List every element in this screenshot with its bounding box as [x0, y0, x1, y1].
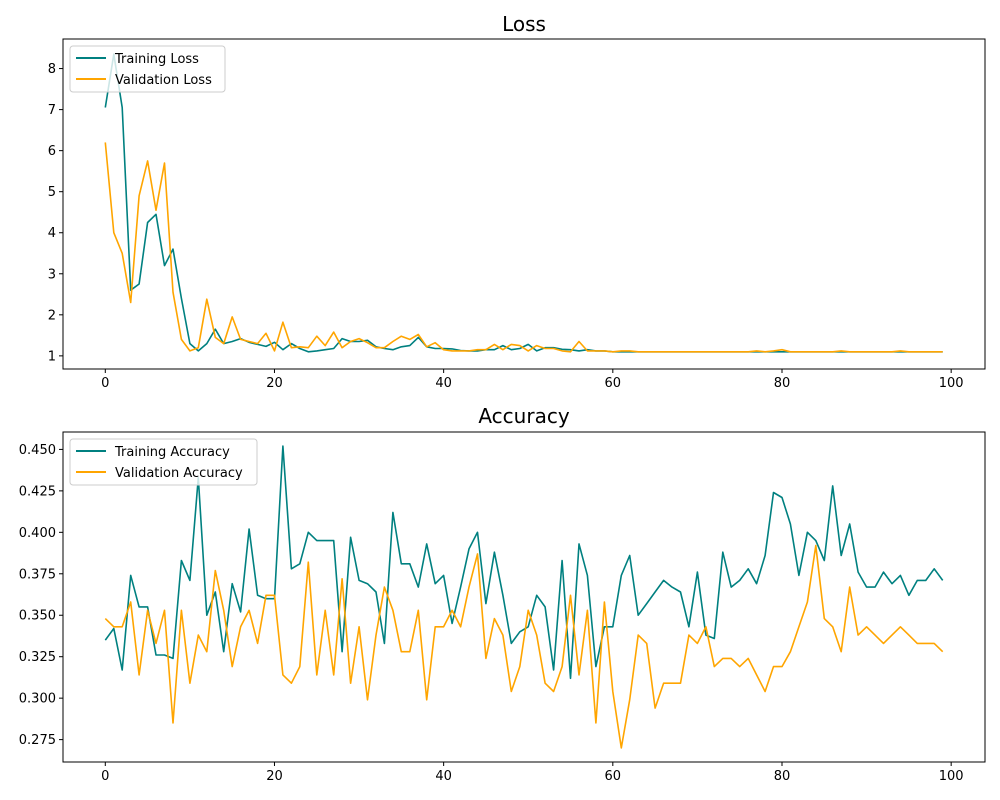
loss-legend-box [69, 45, 226, 93]
loss-chart: Loss 0 20 40 60 80 100 1 2 3 4 5 6 7 8 Training Loss … [48, 12, 986, 391]
loss-xtick-label: 100 [939, 376, 964, 391]
accuracy-ytick-label: 0.375 [19, 567, 56, 582]
loss-ytick-label: 1 [48, 349, 56, 364]
accuracy-xtick-label: 40 [435, 769, 452, 784]
loss-ytick-label: 8 [48, 62, 56, 77]
accuracy-axes-frame [62, 431, 986, 763]
loss-ytick-label: 2 [48, 308, 56, 323]
accuracy-legend: Training Accuracy Validation Accuracy [69, 438, 258, 486]
loss-title: Loss [502, 12, 546, 36]
loss-xtick-label: 20 [266, 376, 283, 391]
accuracy-xtick-label: 20 [266, 769, 283, 784]
accuracy-legend-validation-label: Validation Accuracy [115, 466, 243, 481]
loss-ytick-label: 3 [48, 267, 56, 282]
accuracy-xtick-label: 60 [605, 769, 622, 784]
loss-xtick-label: 40 [435, 376, 452, 391]
accuracy-ytick-label: 0.450 [19, 443, 56, 458]
loss-axes-frame [62, 38, 986, 370]
accuracy-ytick-label: 0.275 [19, 733, 56, 748]
loss-legend-training-label: Training Loss [114, 52, 199, 67]
loss-xtick-label: 0 [101, 376, 109, 391]
accuracy-legend-box [69, 438, 258, 486]
accuracy-title: Accuracy [478, 404, 569, 428]
accuracy-training-accuracy-line [104, 445, 944, 680]
accuracy-ytick-label: 0.425 [19, 484, 56, 499]
loss-ytick-label: 7 [48, 103, 56, 118]
accuracy-ytick-label: 0.350 [19, 609, 56, 624]
loss-validation-loss-line [104, 142, 943, 353]
loss-legend-validation-label: Validation Loss [115, 73, 212, 88]
accuracy-xtick-label: 0 [101, 769, 109, 784]
accuracy-ytick-label: 0.400 [19, 526, 56, 541]
loss-xtick-label: 60 [605, 376, 622, 391]
loss-marks: 0 20 40 60 80 100 1 2 3 4 5 6 7 8 [48, 53, 964, 391]
accuracy-legend-training-label: Training Accuracy [114, 445, 230, 460]
accuracy-xtick-label: 80 [774, 769, 791, 784]
loss-ytick-label: 4 [48, 226, 56, 241]
loss-xtick-label: 80 [774, 376, 791, 391]
loss-ytick-label: 6 [48, 144, 56, 159]
loss-legend: Training Loss Validation Loss [69, 45, 226, 93]
loss-plot-area [63, 39, 985, 369]
accuracy-validation-accuracy-line [104, 544, 944, 749]
accuracy-ytick-label: 0.325 [19, 650, 56, 665]
loss-ytick-label: 5 [48, 185, 56, 200]
accuracy-ytick-label: 0.300 [19, 692, 56, 707]
accuracy-chart: Accuracy 0 20 40 60 80 100 0.275 0.300 0.325 0.35… [19, 404, 986, 784]
accuracy-xtick-label: 100 [939, 769, 964, 784]
accuracy-marks: 0 20 40 60 80 100 0.275 0.300 0.325 0.350 0.375 0.4… [19, 443, 964, 784]
